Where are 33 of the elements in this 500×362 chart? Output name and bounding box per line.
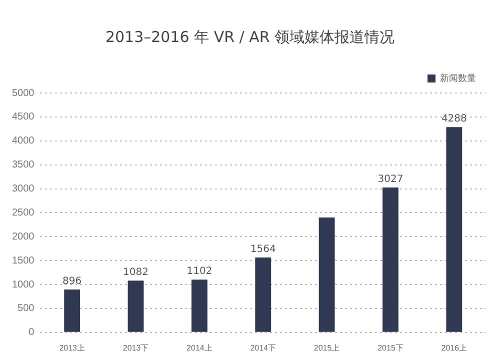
- data-label: 1082: [123, 267, 148, 278]
- x-tick-label: 2015上: [314, 343, 340, 352]
- data-label: 3027: [378, 174, 404, 186]
- bar: [128, 280, 144, 332]
- bar: [382, 187, 398, 332]
- y-tick-label: 3000: [12, 184, 35, 195]
- bar: [191, 280, 208, 332]
- data-label: 896: [62, 276, 82, 288]
- data-label: 1564: [250, 244, 276, 256]
- x-tick-label: 2014下: [250, 343, 276, 352]
- y-tick-label: 1500: [12, 255, 35, 266]
- y-tick-label: 4500: [12, 112, 35, 123]
- y-tick-label: 3500: [12, 160, 35, 171]
- bar: [446, 127, 462, 332]
- data-label: 4288: [441, 114, 467, 125]
- y-tick-label: 4000: [12, 136, 35, 147]
- y-tick-label: 2000: [12, 231, 35, 242]
- y-tick-label: 500: [18, 303, 35, 314]
- chart-title: 2013–2016 年 VR / AR 领域媒体报道情况: [104, 28, 396, 48]
- y-tick-label: 0: [28, 327, 35, 338]
- bar: [255, 258, 272, 332]
- x-tick-label: 2013上: [59, 343, 85, 352]
- legend-label: 新闻数量: [440, 72, 476, 83]
- x-tick-label: 2016上: [441, 343, 468, 352]
- data-label: 1102: [186, 266, 212, 278]
- y-tick-label: 1000: [12, 279, 35, 290]
- x-tick-label: 2013下: [122, 343, 149, 352]
- x-tick-label: 2015下: [378, 343, 404, 352]
- y-tick-label: 5000: [12, 88, 35, 99]
- x-tick-label: 2014上: [186, 343, 212, 352]
- bar: [64, 290, 80, 332]
- bar: [318, 217, 335, 332]
- y-tick-label: 2500: [12, 207, 35, 218]
